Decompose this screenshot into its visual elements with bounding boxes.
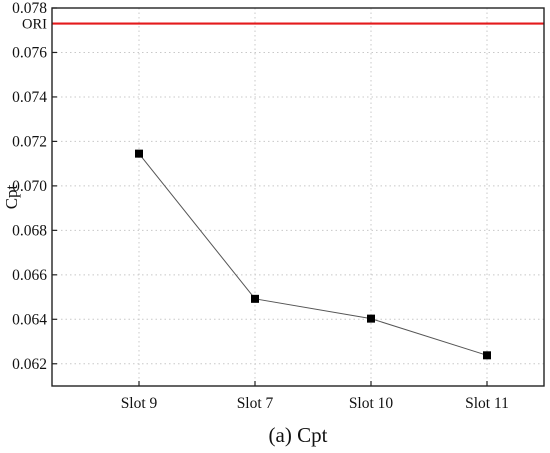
y-tick-label: 0.074 bbox=[12, 89, 47, 106]
y-tick-label: 0.070 bbox=[12, 178, 47, 195]
grid-lines bbox=[52, 7, 544, 386]
y-tick-label: 0.072 bbox=[12, 133, 47, 150]
x-tick-label: Slot 10 bbox=[349, 395, 394, 412]
y-tick-label: 0.062 bbox=[12, 356, 47, 373]
y-tick-label: 0.064 bbox=[12, 311, 47, 328]
x-tick-label: Slot 9 bbox=[121, 395, 158, 412]
y-tick-label: 0.076 bbox=[12, 44, 47, 61]
data-point-marker bbox=[135, 149, 143, 158]
reference-line-label: ORI bbox=[22, 17, 47, 33]
y-axis-label: Cpt bbox=[2, 184, 21, 209]
data-point-marker bbox=[367, 314, 375, 323]
figure-caption: (a) Cpt bbox=[269, 423, 328, 447]
plot-frame bbox=[51, 7, 545, 387]
x-tick-label: Slot 11 bbox=[465, 395, 509, 412]
reference-line-group: ORI bbox=[22, 17, 544, 33]
data-point-marker bbox=[483, 351, 491, 360]
series-group bbox=[135, 149, 491, 360]
x-tick-label: Slot 7 bbox=[237, 395, 274, 412]
data-point-marker bbox=[251, 294, 259, 303]
axes: 0.062 0.064 0.066 0.068 0.070 0.072 0.074 0.076… bbox=[12, 0, 509, 412]
y-tick-label: 0.078 bbox=[12, 0, 47, 17]
y-tick-label: 0.066 bbox=[12, 267, 47, 284]
series-line bbox=[138, 153, 488, 356]
y-tick-label: 0.068 bbox=[12, 222, 47, 239]
